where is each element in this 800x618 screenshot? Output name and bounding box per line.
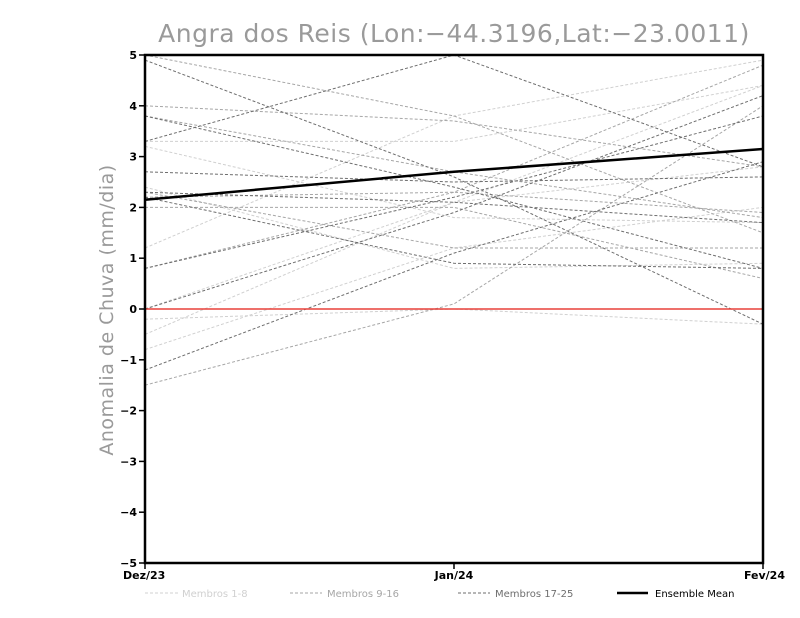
series-line-member-6: [144, 206, 764, 351]
y-tick-label: −3: [120, 455, 137, 468]
series-line-member-19: [144, 115, 764, 269]
y-axis-label: Anomalia de Chuva (mm/dia): [96, 164, 118, 455]
legend: Membros 1-8 Membros 9-16 Membros 17-25 E…: [145, 589, 734, 600]
y-tick-label: −4: [120, 506, 137, 519]
y-tick-label: −5: [120, 557, 137, 570]
series-line-member-12: [144, 64, 764, 269]
series-line-member-22: [144, 191, 764, 224]
series-line-member-10: [144, 191, 764, 213]
series-line-member-24: [144, 59, 764, 325]
series-line-member-23: [144, 115, 764, 269]
chart-title: Angra dos Reis (Lon:−44.3196,Lat:−23.001…: [158, 19, 750, 48]
legend-label-ensemble-mean: Ensemble Mean: [655, 589, 734, 600]
series-line-member-1: [145, 85, 764, 142]
ensemble-mean-layer: [144, 147, 764, 202]
legend-label-members-17-25: Membros 17-25: [495, 589, 573, 600]
series-line-member-5: [144, 85, 764, 335]
member-lines: [144, 54, 764, 386]
legend-label-members-9-16: Membros 9-16: [327, 589, 399, 600]
series-line-member-25: [144, 196, 764, 269]
y-tick-label: −2: [120, 405, 137, 418]
series-line-member-18: [144, 171, 764, 183]
y-tick-label: 1: [129, 252, 137, 265]
series-line-member-13: [144, 54, 764, 234]
series-line-member-16: [144, 115, 764, 219]
series-line-member-7: [144, 186, 764, 269]
series-line-member-8: [144, 308, 764, 325]
y-axis-ticks: 5 4 3 2 1 0 −1 −2 −3 −4 −5: [120, 49, 145, 570]
x-tick-label: Fev/24: [744, 569, 785, 582]
series-line-member-21: [144, 161, 764, 371]
series-line-member-2: [144, 145, 764, 224]
x-tick-label: Jan/24: [434, 569, 474, 582]
y-tick-label: −1: [120, 354, 137, 367]
y-tick-label: 5: [129, 49, 137, 62]
series-line-member-17: [144, 54, 764, 168]
x-axis-ticks: Dez/23 Jan/24 Fev/24: [123, 563, 785, 582]
series-line-member-11: [144, 105, 764, 386]
y-tick-label: 0: [129, 303, 137, 316]
series-line-member-14: [144, 191, 763, 249]
series-line-ensemble-mean: [144, 147, 764, 202]
y-tick-label: 4: [129, 100, 137, 113]
series-line-member-20: [144, 95, 764, 310]
y-tick-label: 2: [129, 201, 137, 214]
x-tick-label: Dez/23: [123, 569, 165, 582]
legend-label-members-1-8: Membros 1-8: [182, 589, 248, 600]
series-line-member-15: [145, 206, 764, 279]
y-tick-label: 3: [129, 151, 137, 164]
series-line-member-3: [144, 59, 764, 249]
series-line-member-9: [144, 105, 764, 168]
series-line-member-4: [144, 166, 764, 310]
